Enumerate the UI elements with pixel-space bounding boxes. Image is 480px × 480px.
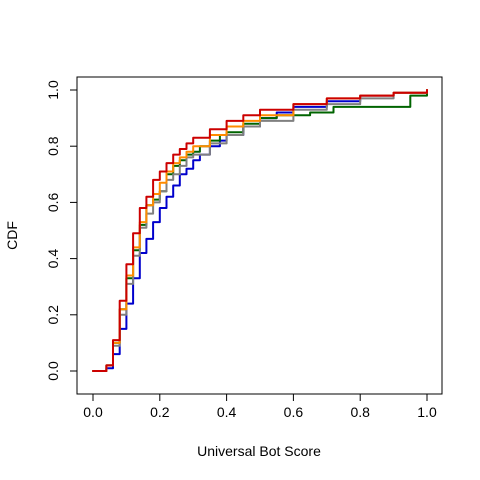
y-tick-label: 0.6	[45, 192, 61, 212]
x-tick-label: 0.2	[150, 404, 170, 420]
y-tick-label: 0.8	[45, 136, 61, 156]
y-tick-label: 0.4	[45, 249, 61, 269]
cdf-series-line-3	[92, 89, 428, 372]
x-tick-label: 0.4	[217, 404, 237, 420]
y-tick-label: 1.0	[45, 80, 61, 100]
x-axis-title: Universal Bot Score	[197, 443, 321, 459]
x-tick-label: 0.8	[350, 404, 370, 420]
y-tick-label: 0.2	[45, 305, 61, 325]
series-layer	[92, 89, 428, 372]
x-tick-label: 1.0	[417, 404, 437, 420]
cdf-series-line-5	[92, 89, 428, 372]
cdf-series-line-2	[92, 89, 428, 372]
x-tick-label: 0.6	[284, 404, 304, 420]
x-tick-label: 0.0	[83, 404, 103, 420]
x-axis: 0.0 0.2 0.4 0.6 0.8 1.0	[83, 393, 437, 420]
y-axis: 0.0 0.2 0.4 0.6 0.8 1.0	[45, 80, 78, 381]
y-tick-label: 0.0	[45, 361, 61, 381]
y-axis-title: CDF	[4, 221, 20, 250]
